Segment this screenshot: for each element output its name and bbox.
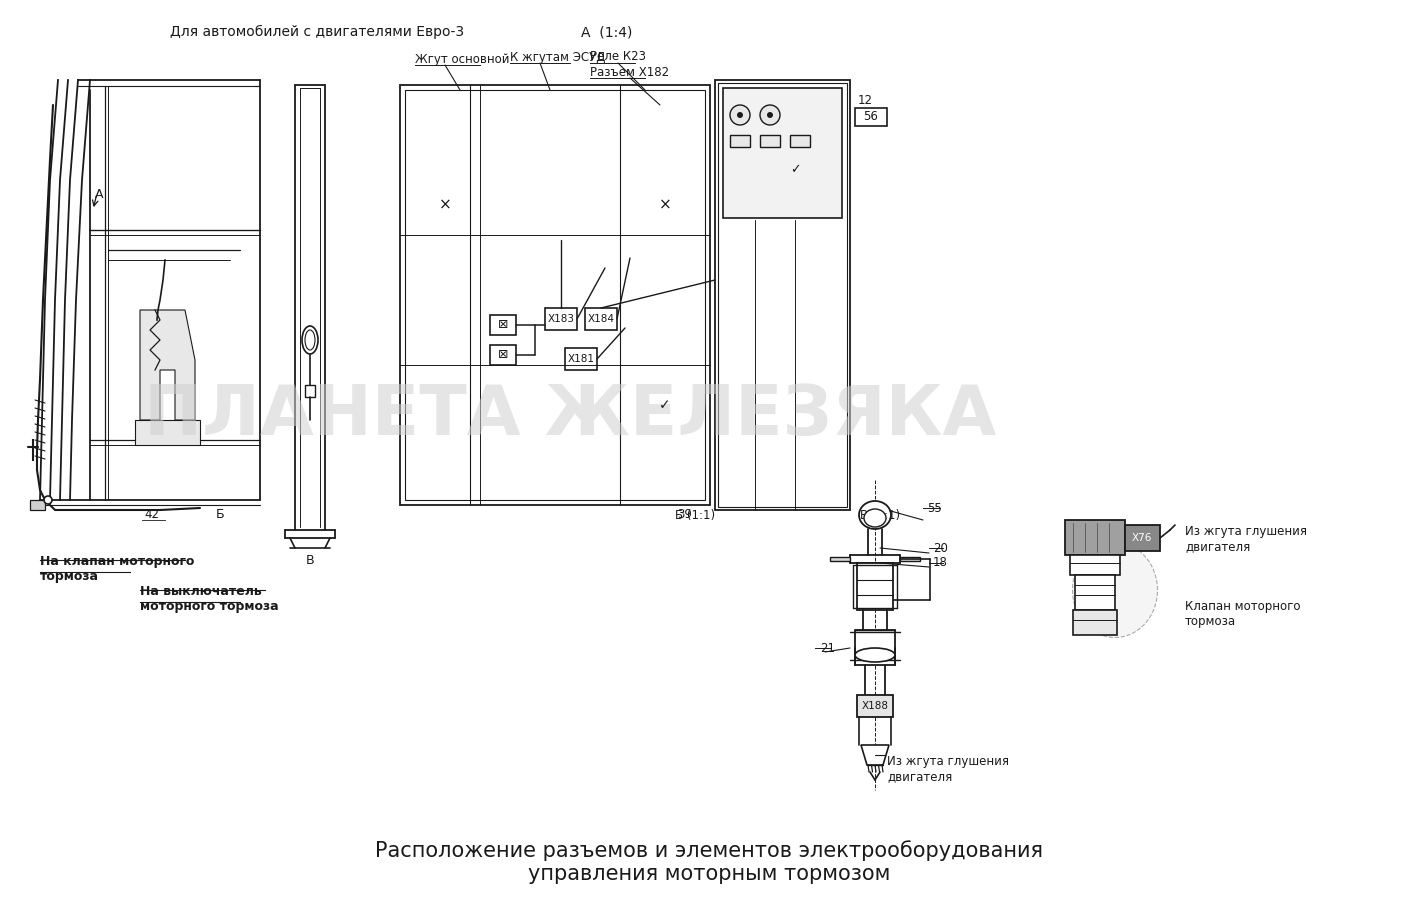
Text: 18: 18 [933, 557, 947, 569]
Text: На выключатель
моторного тормоза: На выключатель моторного тормоза [140, 585, 278, 613]
Text: Б (1:1): Б (1:1) [675, 508, 715, 521]
Text: Х181: Х181 [567, 354, 594, 364]
Text: Для автомобилей с двигателями Евро-3: Для автомобилей с двигателями Евро-3 [170, 25, 464, 39]
Bar [1071, 555, 1120, 575]
Text: ⊠: ⊠ [498, 319, 508, 331]
Bar [730, 135, 750, 147]
Bar [305, 385, 315, 397]
Bar [1075, 575, 1115, 610]
Polygon shape [135, 420, 200, 445]
Polygon shape [855, 630, 895, 665]
Bar [406, 90, 705, 500]
Text: 39: 39 [678, 508, 692, 521]
Text: ⊠: ⊠ [498, 349, 508, 361]
Bar [855, 108, 888, 126]
Ellipse shape [855, 648, 895, 662]
Text: В (1:1): В (1:1) [859, 508, 900, 521]
Text: Жгут основной: Жгут основной [415, 54, 509, 66]
Text: А  (1:4): А (1:4) [581, 25, 632, 39]
Text: Х188: Х188 [862, 701, 889, 711]
Bar [715, 80, 849, 510]
Text: ✓: ✓ [790, 163, 800, 176]
Circle shape [760, 105, 780, 125]
Polygon shape [30, 500, 45, 510]
Text: 55: 55 [927, 501, 942, 515]
Text: Из жгута глушения
двигателя: Из жгута глушения двигателя [888, 755, 1010, 783]
Ellipse shape [1072, 542, 1157, 637]
Text: Расположение разъемов и элементов электрооборудования
управления моторным тормоз: Расположение разъемов и элементов электр… [374, 840, 1044, 884]
Bar [586, 308, 617, 330]
Circle shape [767, 112, 773, 118]
Text: Б: Б [216, 508, 224, 521]
Polygon shape [830, 557, 849, 561]
Ellipse shape [864, 509, 886, 527]
Bar [718, 83, 847, 507]
Text: ×: × [438, 198, 451, 212]
Text: 12: 12 [858, 94, 873, 106]
Text: Из жгута глушения
двигателя: Из жгута глушения двигателя [1185, 525, 1307, 553]
Bar [564, 348, 597, 370]
Polygon shape [861, 745, 889, 765]
Bar [1065, 520, 1124, 555]
Circle shape [44, 496, 52, 504]
Polygon shape [900, 557, 920, 561]
Ellipse shape [302, 326, 318, 354]
Text: 42: 42 [145, 508, 159, 521]
Circle shape [730, 105, 750, 125]
Bar [760, 135, 780, 147]
Text: На клапан моторного
тормоза: На клапан моторного тормоза [40, 555, 194, 583]
Text: Разъем Х182: Разъем Х182 [590, 65, 669, 78]
Bar [545, 308, 577, 330]
Bar [856, 695, 893, 717]
Bar [723, 88, 842, 218]
Bar [491, 345, 516, 365]
Polygon shape [140, 310, 196, 420]
Text: 56: 56 [864, 111, 878, 123]
Text: К жгутам ЭСУД: К жгутам ЭСУД [510, 51, 605, 64]
Text: А: А [95, 189, 104, 202]
Text: В: В [306, 554, 315, 567]
Bar [790, 135, 810, 147]
Text: 20: 20 [933, 541, 947, 555]
Bar [400, 85, 710, 505]
Text: Клапан моторного
тормоза: Клапан моторного тормоза [1185, 600, 1300, 628]
Text: ×: × [658, 198, 671, 212]
Text: Реле К23: Реле К23 [590, 51, 647, 64]
Circle shape [737, 112, 743, 118]
Text: Х184: Х184 [587, 314, 614, 324]
Text: ПЛАНЕТА ЖЕЛЕЗЯКА: ПЛАНЕТА ЖЕЛЕЗЯКА [143, 381, 995, 449]
Text: 21: 21 [820, 641, 835, 655]
Text: ✓: ✓ [659, 398, 671, 412]
Polygon shape [856, 563, 893, 610]
Text: Х76: Х76 [1132, 533, 1153, 543]
Bar [491, 315, 516, 335]
Bar [1124, 525, 1160, 551]
Text: Х183: Х183 [547, 314, 574, 324]
Ellipse shape [859, 501, 891, 529]
Bar [1073, 610, 1117, 635]
